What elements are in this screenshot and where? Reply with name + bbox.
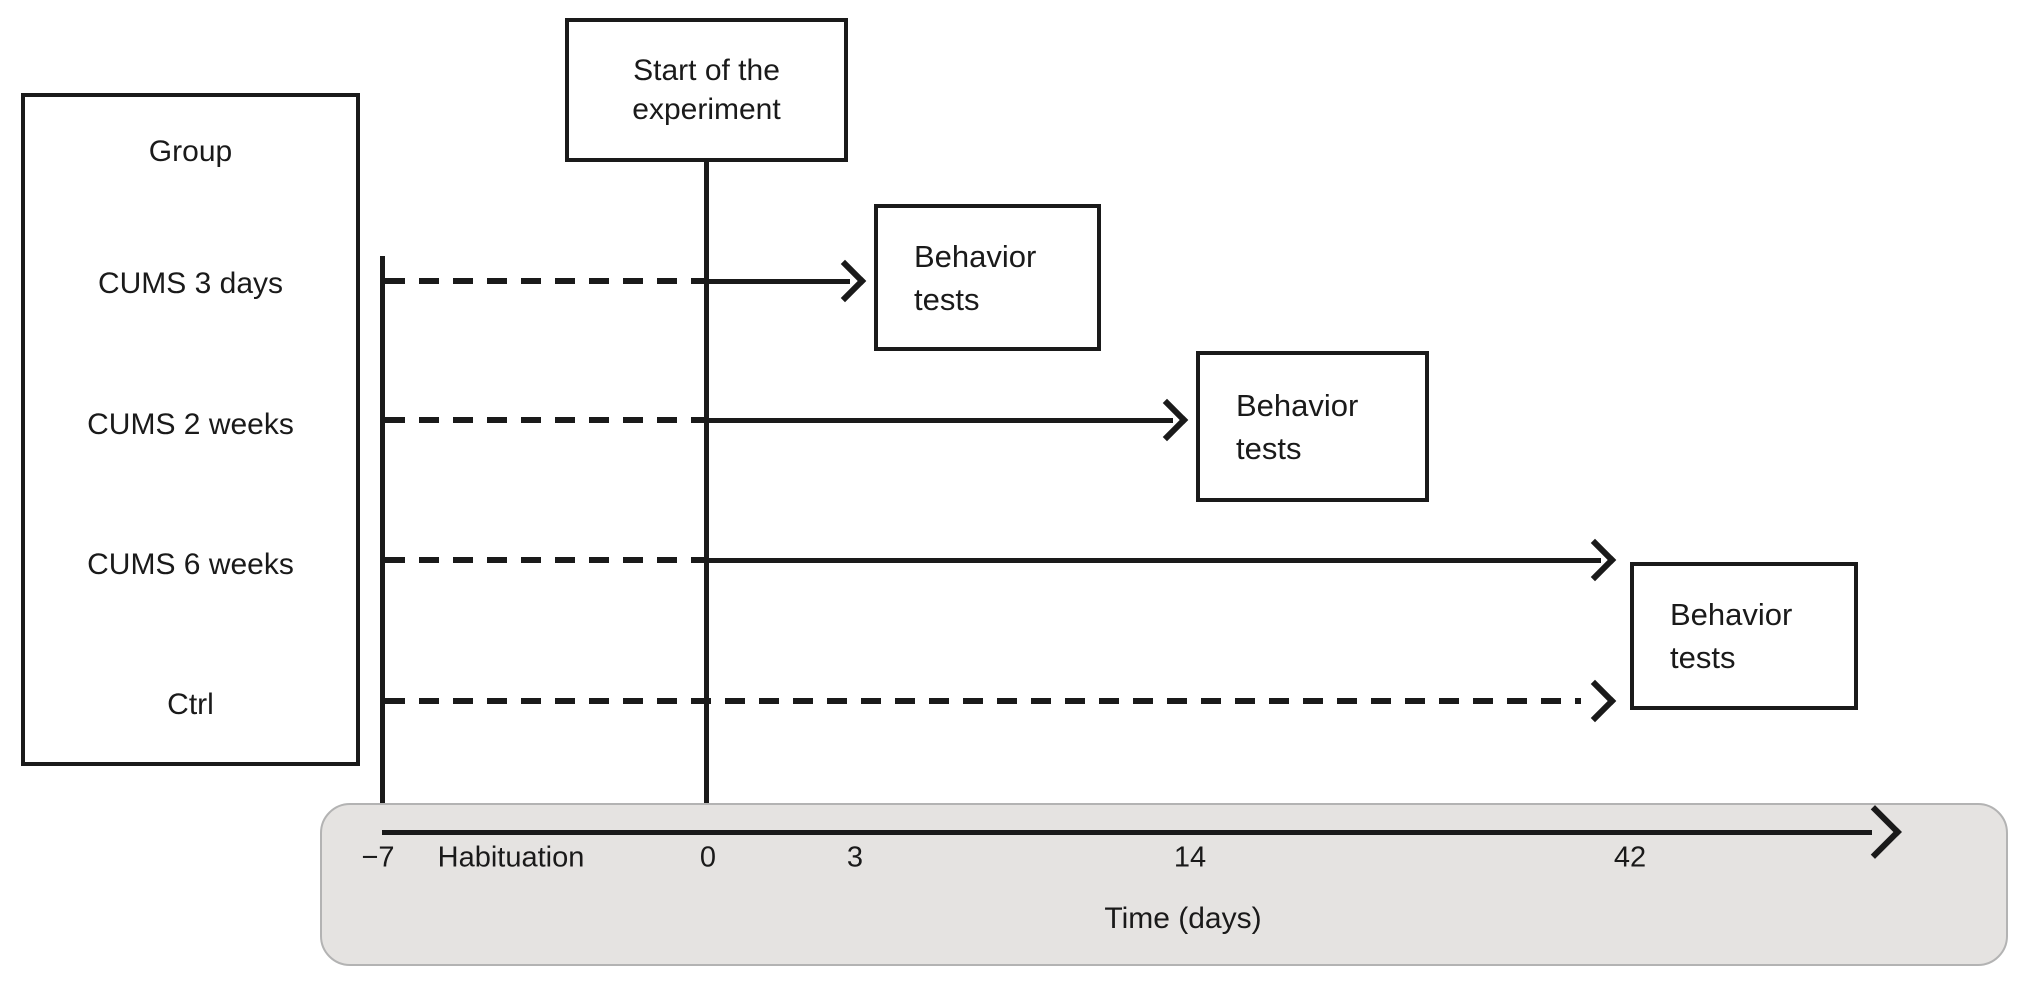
behavior-box3-line1: Behavior [1670,597,1793,632]
group-label-cums-6-weeks: CUMS 6 weeks [87,548,294,581]
group-panel: Group CUMS 3 days CUMS 2 weeks CUMS 6 we… [21,93,360,766]
behavior-box1-line2: tests [914,281,980,317]
day0-vertical-line [704,160,709,838]
arrow-cums2weeks-arrowhead-icon [1145,398,1189,442]
time-axis-label: Time (days) [1104,902,1262,935]
arrow-cums2weeks-solid-segment [705,418,1173,423]
tick-minus7: −7 [361,841,395,874]
arrow-cums6weeks-dashed-segment [385,557,705,563]
behavior-box1-line1: Behavior [914,238,1037,274]
behavior-tests-box-day42: Behavior tests [1630,562,1858,710]
arrow-cums2weeks-dashed-segment [385,417,705,423]
tick-0: 0 [699,841,717,874]
group-panel-title: Group [148,135,233,168]
arrow-cums6weeks-solid-segment [705,558,1601,563]
arrow-ctrl-arrowhead-icon [1573,679,1617,723]
start-box-line1: Start of the [633,54,780,87]
arrow-ctrl-dashed-segment [385,698,1581,704]
group-label-cums-3-days: CUMS 3 days [97,267,284,300]
arrow-cums3days-arrowhead-icon [823,259,867,303]
arrow-cums3days-dashed-segment [385,278,705,284]
tick-14: 14 [1173,841,1207,874]
arrow-cums3days-solid-segment [705,279,850,284]
behavior-box3-line2: tests [1670,640,1736,675]
tick-habituation: Habituation [437,841,585,874]
time-axis-line [382,830,1872,835]
tick-3: 3 [846,841,864,874]
behavior-tests-box-day3: Behavior tests [874,204,1101,351]
behavior-box2-line2: tests [1236,430,1302,466]
arrow-cums6weeks-arrowhead-icon [1573,538,1617,582]
group-label-ctrl: Ctrl [167,688,214,721]
group-label-cums-2-weeks: CUMS 2 weeks [87,408,294,441]
tick-42: 42 [1613,841,1647,874]
start-box-line2: experiment [632,93,781,126]
behavior-box2-line1: Behavior [1236,387,1359,423]
day-minus7-vertical-line [380,256,385,838]
timeline-panel [320,803,2008,966]
behavior-tests-box-day14: Behavior tests [1196,351,1429,502]
start-of-experiment-box: Start of the experiment [565,18,848,162]
